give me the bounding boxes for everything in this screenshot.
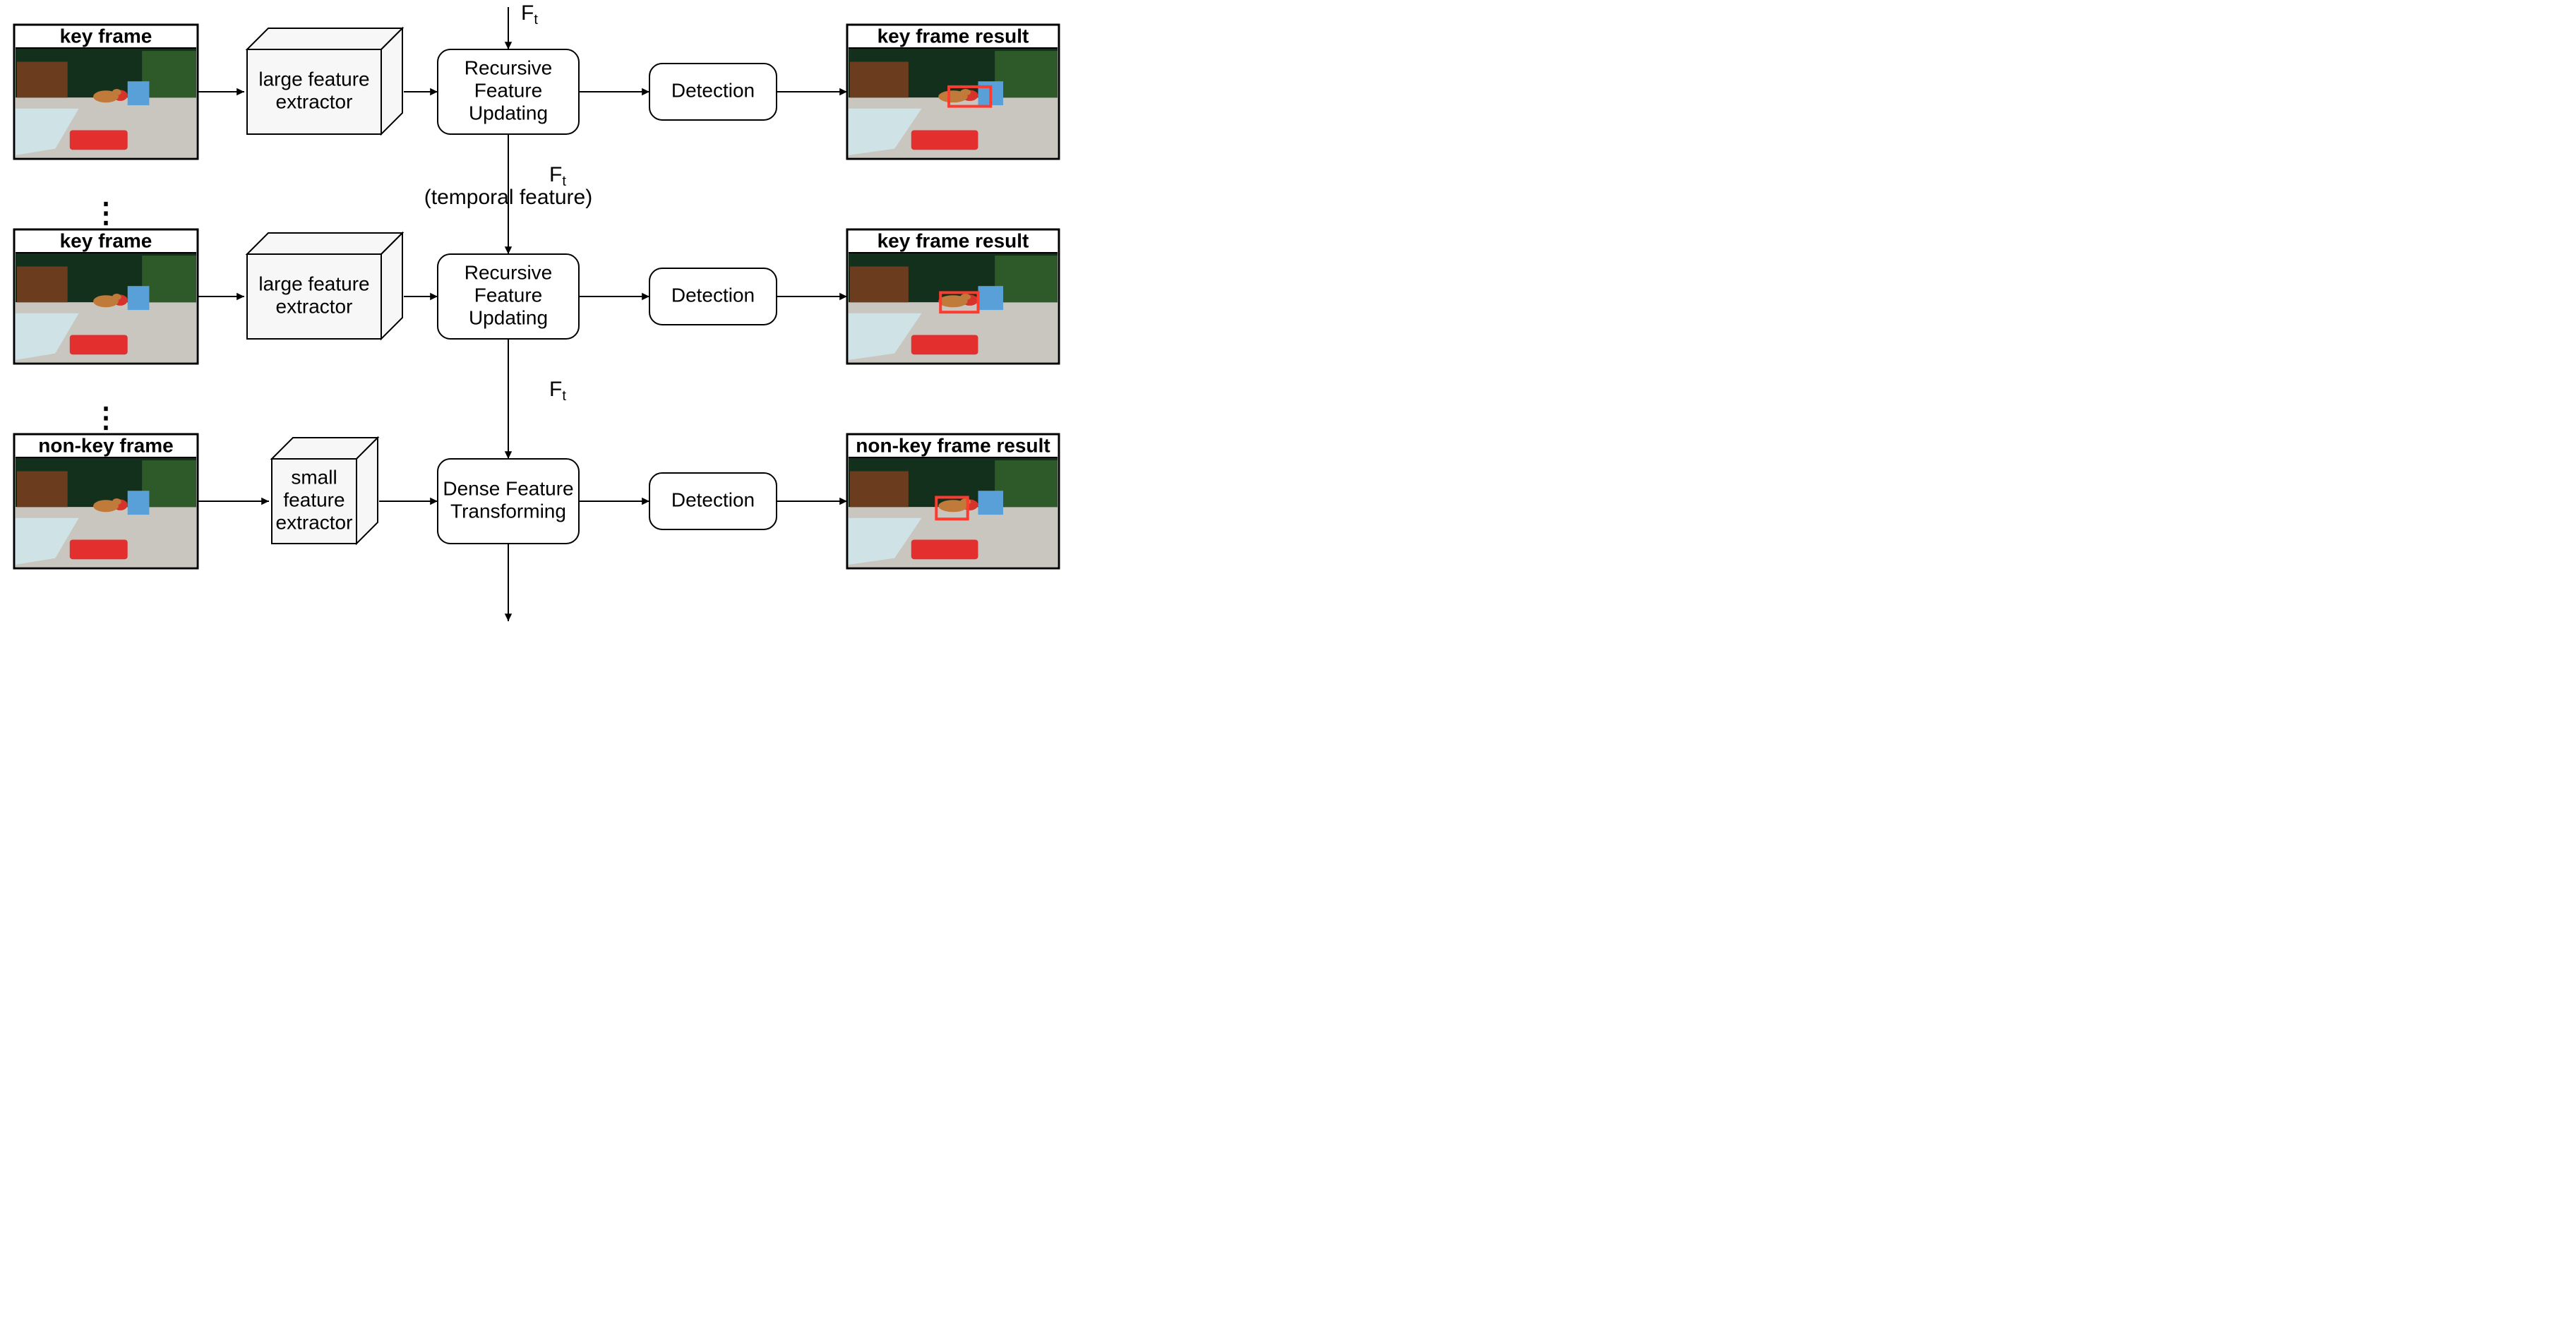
- detection-node: Detection: [649, 473, 777, 529]
- svg-text:Recursive: Recursive: [465, 261, 552, 283]
- extractor-label: extractor: [276, 295, 353, 317]
- scene-illustration: [849, 253, 1058, 362]
- svg-text:Recursive: Recursive: [465, 56, 552, 78]
- scene-illustration: [16, 458, 196, 567]
- svg-text:Updating: Updating: [469, 306, 548, 328]
- frame-title: non-key frame: [38, 434, 173, 456]
- result-frame: non-key frame result: [847, 434, 1059, 568]
- svg-text:Detection: Detection: [671, 284, 755, 306]
- svg-text:Detection: Detection: [671, 489, 755, 510]
- frame-title: key frame: [60, 229, 152, 251]
- detection-node: Detection: [649, 268, 777, 325]
- flow-label: Ft: [521, 1, 538, 28]
- extractor-label: feature: [283, 489, 345, 510]
- flow-sublabel: (temporal feature): [424, 186, 592, 209]
- feature-node: Dense FeatureTransforming: [438, 459, 579, 544]
- svg-text:Transforming: Transforming: [450, 500, 566, 522]
- input-frame: key frame: [14, 25, 198, 159]
- scene-illustration: [849, 458, 1058, 567]
- frame-title: non-key frame result: [856, 434, 1050, 456]
- feature-extractor: large featureextractor: [247, 233, 402, 339]
- flow-label: Ft: [549, 378, 566, 404]
- extractor-label: large feature: [258, 68, 369, 90]
- detection-node: Detection: [649, 64, 777, 120]
- feature-extractor: large featureextractor: [247, 28, 402, 134]
- extractor-label: extractor: [276, 90, 353, 112]
- svg-text:Updating: Updating: [469, 102, 548, 124]
- frame-title: key frame result: [877, 229, 1029, 251]
- svg-text:Dense Feature: Dense Feature: [443, 477, 573, 499]
- ellipsis: ⋮: [92, 198, 120, 229]
- feature-extractor: smallfeatureextractor: [272, 438, 378, 544]
- scene-illustration: [16, 253, 196, 362]
- scene-illustration: [849, 49, 1058, 157]
- feature-node: RecursiveFeatureUpdating: [438, 49, 579, 134]
- svg-text:Feature: Feature: [474, 284, 543, 306]
- ellipsis: ⋮: [92, 402, 120, 433]
- extractor-label: extractor: [276, 511, 353, 533]
- svg-text:Ft: Ft: [549, 378, 566, 404]
- scene-illustration: [16, 49, 196, 157]
- frame-title: key frame result: [877, 25, 1029, 47]
- svg-text:Detection: Detection: [671, 79, 755, 101]
- input-frame: key frame: [14, 229, 198, 364]
- result-frame: key frame result: [847, 229, 1059, 364]
- frame-title: key frame: [60, 25, 152, 47]
- result-frame: key frame result: [847, 25, 1059, 159]
- svg-text:Feature: Feature: [474, 79, 543, 101]
- svg-text:Ft: Ft: [521, 1, 538, 28]
- extractor-label: small: [291, 466, 337, 488]
- extractor-label: large feature: [258, 272, 369, 294]
- input-frame: non-key frame: [14, 434, 198, 568]
- feature-node: RecursiveFeatureUpdating: [438, 254, 579, 339]
